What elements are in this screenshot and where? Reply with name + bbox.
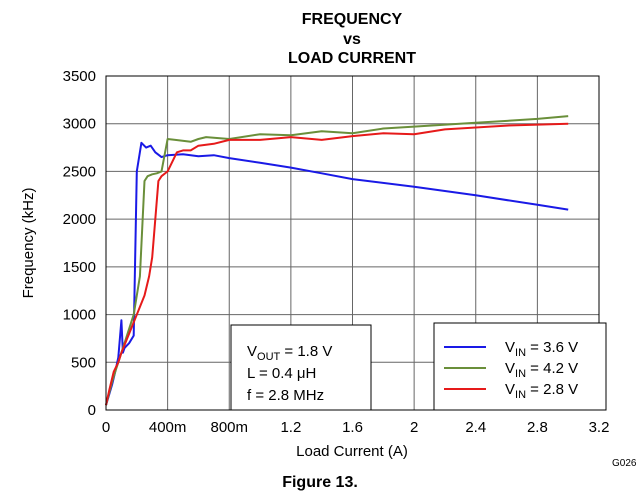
x-tick-label: 2 bbox=[410, 419, 418, 436]
x-tick-label: 800m bbox=[210, 419, 248, 436]
x-axis-title: Load Current (A) bbox=[296, 443, 408, 460]
figure-caption: Figure 13. bbox=[282, 474, 358, 491]
annotation-box bbox=[230, 324, 372, 411]
tick-labels: 0 400m 800m 1.2 1.6 2 2.4 2.8 3.2 0 500 1000 1500 200… bbox=[63, 68, 610, 436]
series-lines bbox=[105, 115, 569, 406]
y-tick-label: 2000 bbox=[63, 211, 96, 228]
legend-label-4.2v: VIN = 4.2 V bbox=[505, 360, 578, 380]
x-tick-label: 1.2 bbox=[280, 419, 301, 436]
legend: VIN = 3.6 V VIN = 4.2 V VIN = 2.8 V bbox=[433, 322, 607, 411]
y-axis-title: Frequency (kHz) bbox=[20, 188, 37, 299]
y-tick-label: 1000 bbox=[63, 307, 96, 324]
series-line-vin-3.6v bbox=[105, 141, 569, 406]
y-tick-label: 3000 bbox=[63, 116, 96, 133]
annotation-vout: VOUT = 1.8 V bbox=[247, 343, 332, 363]
y-tick-label: 3500 bbox=[63, 68, 96, 85]
legend-label-3.6v: VIN = 3.6 V bbox=[505, 339, 578, 359]
x-tick-label: 2.4 bbox=[465, 419, 486, 436]
annotation-frequency: f = 2.8 MHz bbox=[247, 387, 324, 404]
annotation-inductance: L = 0.4 μH bbox=[247, 365, 316, 382]
x-tick-label: 400m bbox=[149, 419, 187, 436]
series-line-vin-2.8v bbox=[105, 122, 569, 406]
figure-code: G026 bbox=[612, 458, 637, 469]
x-tick-label: 3.2 bbox=[589, 419, 610, 436]
y-tick-label: 1500 bbox=[63, 259, 96, 276]
chart-title-line-3: LOAD CURRENT bbox=[288, 50, 416, 67]
conditions-annotation: VOUT = 1.8 V L = 0.4 μH f = 2.8 MHz bbox=[230, 324, 372, 411]
chart-title-line-1: FREQUENCY bbox=[302, 11, 403, 28]
chart-title-line-2: vs bbox=[343, 31, 361, 48]
y-tick-label: 0 bbox=[88, 402, 96, 419]
y-tick-label: 500 bbox=[71, 354, 96, 371]
legend-label-2.8v: VIN = 2.8 V bbox=[505, 381, 578, 401]
y-tick-label: 2500 bbox=[63, 163, 96, 180]
x-tick-label: 1.6 bbox=[342, 419, 363, 436]
x-tick-label: 2.8 bbox=[527, 419, 548, 436]
legend-box bbox=[433, 322, 607, 411]
x-tick-label: 0 bbox=[102, 419, 110, 436]
